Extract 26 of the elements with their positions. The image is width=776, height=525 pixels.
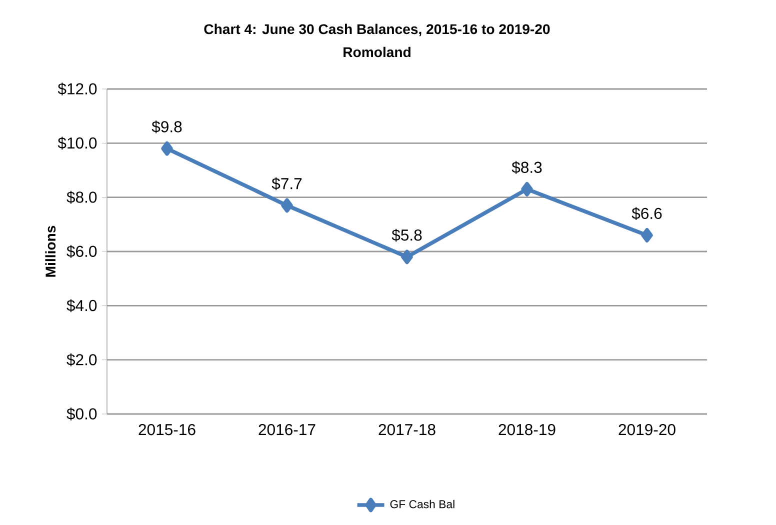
data-label: $9.8	[152, 120, 182, 134]
y-tick-label: $10.0	[58, 136, 97, 150]
point	[521, 182, 533, 196]
data-label: $6.6	[632, 207, 662, 220]
data-label: $5.8	[392, 228, 422, 242]
x-tick-label: 2018-19	[498, 424, 556, 436]
x-tick-label: 2015-16	[138, 424, 196, 436]
y-tick-label: $12.0	[58, 82, 97, 96]
data-label: $8.3	[512, 161, 542, 174]
y-axis-title: Millions	[45, 226, 56, 277]
point	[641, 228, 653, 242]
point	[281, 198, 293, 213]
y-tick-label: $2.0	[66, 353, 97, 366]
x-tick-label: 2017-18	[378, 424, 436, 436]
x-tick-label: 2016-17	[258, 424, 316, 436]
data-label: $7.7	[272, 177, 302, 190]
point	[401, 250, 413, 264]
y-tick-label: $8.0	[66, 190, 97, 204]
legend-label: GF Cash Bal	[390, 500, 454, 508]
chart-subtitle: Romoland	[344, 46, 410, 58]
x-tick-label: 2019-20	[618, 424, 676, 436]
y-tick-label: $6.0	[66, 245, 97, 258]
point	[161, 141, 173, 156]
y-tick-label: $0.0	[66, 408, 97, 420]
y-tick-label: $4.0	[66, 299, 97, 312]
chart-title: Chart 4: June 30 Cash Balances, 2015-16 to 2019-20	[204, 24, 550, 36]
